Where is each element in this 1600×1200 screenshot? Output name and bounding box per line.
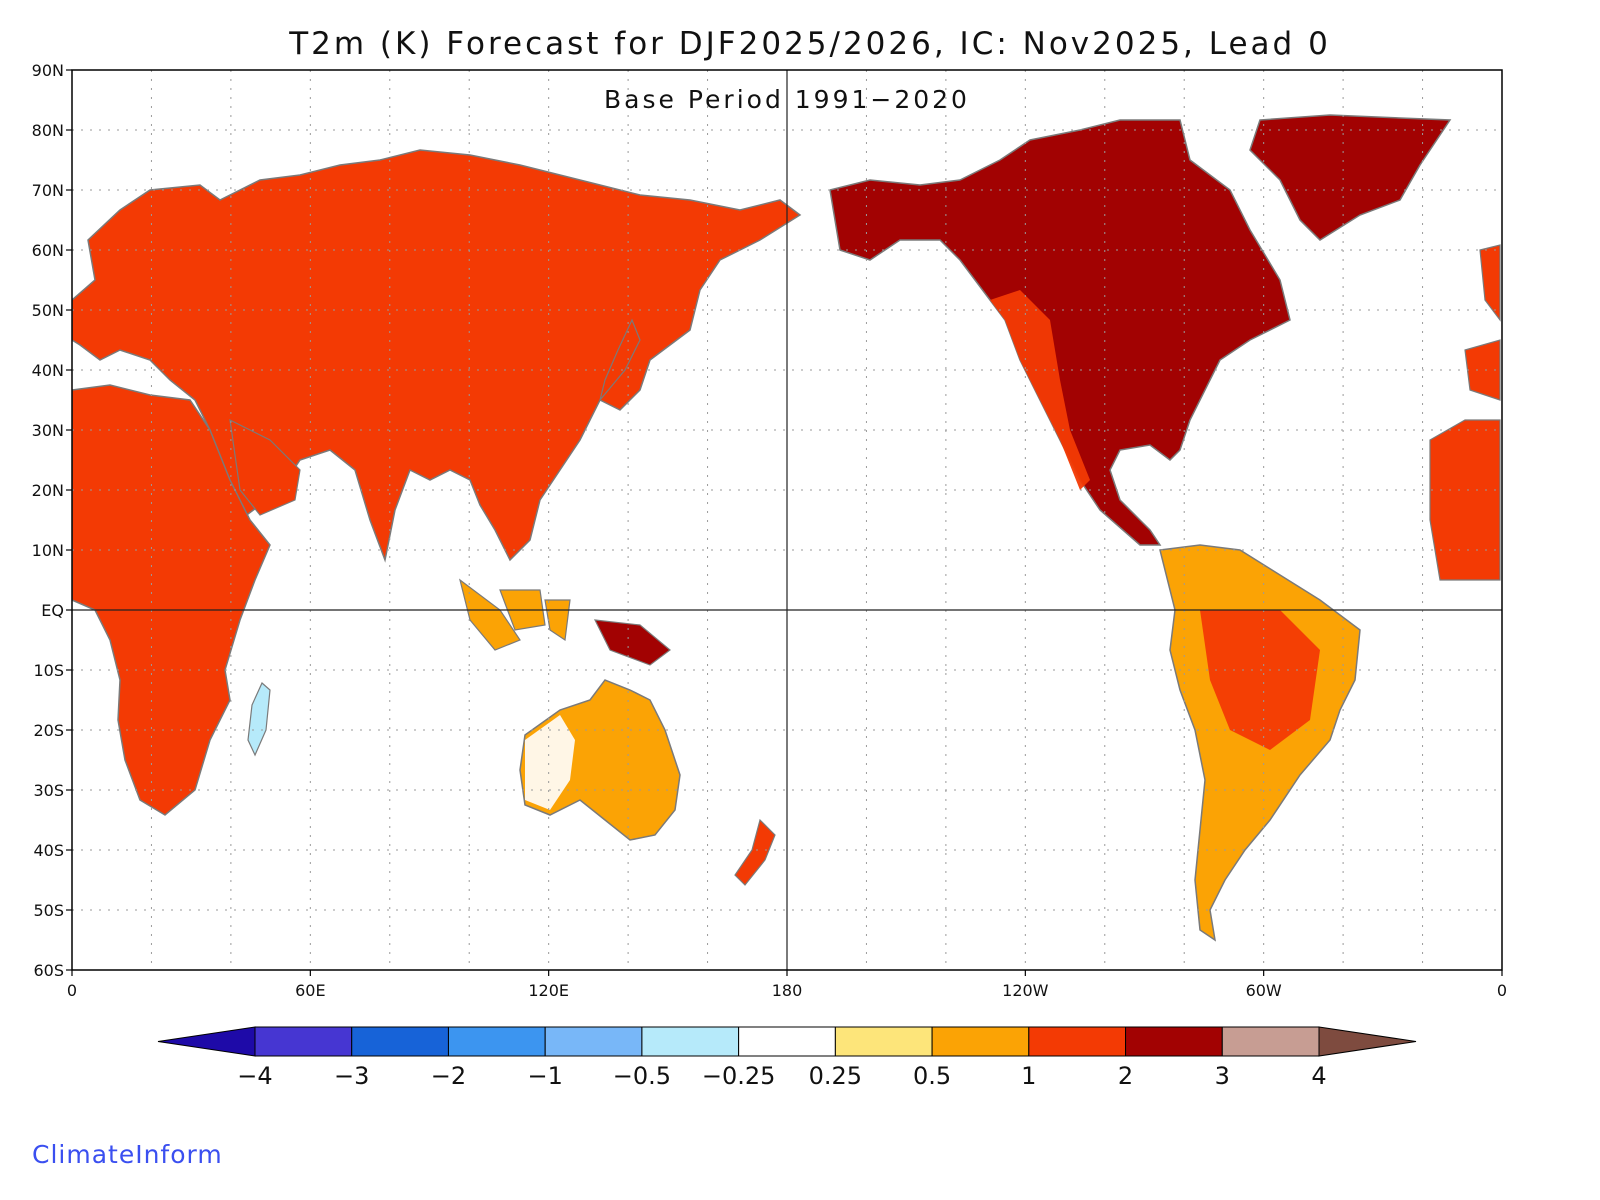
colorbar-segment bbox=[447, 1026, 546, 1057]
lat-label: 70N bbox=[32, 181, 64, 200]
lat-label: 30N bbox=[32, 421, 64, 440]
lon-label: 0 bbox=[1497, 981, 1507, 1000]
colorbar-segment bbox=[1028, 1026, 1127, 1057]
colorbar-label: 2 bbox=[1118, 1062, 1133, 1090]
colorbar-segment bbox=[351, 1026, 449, 1057]
australia-west-neutral bbox=[525, 715, 575, 810]
land-north-america bbox=[829, 119, 1291, 546]
colorbar-label: −4 bbox=[237, 1062, 272, 1090]
lat-label: 10N bbox=[32, 541, 64, 560]
lat-label: 40S bbox=[33, 841, 64, 860]
colorbar-label: −2 bbox=[431, 1062, 466, 1090]
colorbar-low-arrow bbox=[157, 1026, 256, 1057]
colorbar: −4 −3 −2 −1 −0.5 −0.25 0.25 0.5 1 2 3 4 bbox=[157, 1026, 1417, 1090]
colorbar-segment bbox=[544, 1026, 643, 1057]
brand-label: ClimateInform bbox=[32, 1140, 223, 1169]
lat-label: EQ bbox=[41, 601, 64, 620]
lon-label: 120W bbox=[1002, 981, 1049, 1000]
lat-label: 40N bbox=[32, 361, 64, 380]
colorbar-segment bbox=[834, 1026, 933, 1057]
land-new-zealand bbox=[734, 818, 776, 886]
land-indonesia bbox=[459, 578, 571, 651]
colorbar-label: 0.5 bbox=[913, 1062, 951, 1090]
land-iberia-wrap bbox=[1464, 339, 1501, 401]
colorbar-segment bbox=[931, 1026, 1030, 1057]
lat-label: 50N bbox=[32, 301, 64, 320]
colorbar-label: −0.25 bbox=[702, 1062, 776, 1090]
colorbar-label: 3 bbox=[1215, 1062, 1230, 1090]
lat-label: 30S bbox=[33, 781, 64, 800]
lon-label: 60W bbox=[1246, 981, 1282, 1000]
lat-label: 50S bbox=[33, 901, 64, 920]
land-greenland bbox=[1249, 114, 1452, 241]
colorbar-segment bbox=[254, 1026, 353, 1057]
land-africa-east-wrap bbox=[1429, 419, 1501, 581]
lat-label: 90N bbox=[32, 61, 64, 80]
lat-label: 20N bbox=[32, 481, 64, 500]
colorbar-label: −3 bbox=[334, 1062, 369, 1090]
lon-label: 120E bbox=[528, 981, 569, 1000]
land-britain-wrap bbox=[1479, 244, 1501, 322]
lat-label: 60S bbox=[33, 961, 64, 980]
lon-label: 0 bbox=[67, 981, 77, 1000]
lon-label: 180 bbox=[772, 981, 803, 1000]
colorbar-label: 0.25 bbox=[809, 1062, 862, 1090]
colorbar-label: 1 bbox=[1021, 1062, 1036, 1090]
lon-label: 60E bbox=[295, 981, 325, 1000]
amazon-warm-core bbox=[1200, 610, 1320, 750]
latitude-labels: 90N 80N 70N 60N 50N 40N 30N 20N 10N EQ 10S 20S 30S 40… bbox=[32, 61, 72, 980]
colorbar-segment bbox=[641, 1026, 740, 1057]
colorbar-high-arrow bbox=[1318, 1026, 1417, 1057]
land-new-guinea bbox=[593, 619, 671, 666]
lat-label: 10S bbox=[33, 661, 64, 680]
colorbar-segment bbox=[738, 1026, 836, 1057]
lat-label: 80N bbox=[32, 121, 64, 140]
map-subtitle: Base Period 1991−2020 bbox=[604, 85, 970, 114]
colorbar-label: −1 bbox=[527, 1062, 562, 1090]
colorbar-label: −0.5 bbox=[613, 1062, 671, 1090]
colorbar-segment bbox=[1221, 1026, 1320, 1057]
colorbar-segment bbox=[1125, 1026, 1223, 1057]
land-arabia bbox=[229, 418, 301, 516]
north-america-west-warm bbox=[990, 290, 1090, 490]
lat-label: 20S bbox=[33, 721, 64, 740]
land-japan bbox=[599, 318, 641, 401]
map-title: T2m (K) Forecast for DJF2025/2026, IC: N… bbox=[289, 26, 1331, 62]
land-layer bbox=[72, 114, 1501, 942]
land-madagascar bbox=[247, 682, 271, 757]
lat-label: 60N bbox=[32, 241, 64, 260]
colorbar-label: 4 bbox=[1311, 1062, 1326, 1090]
land-africa bbox=[72, 384, 271, 816]
longitude-labels: 0 60E 120E 180 120W 60W 0 bbox=[67, 970, 1507, 1000]
